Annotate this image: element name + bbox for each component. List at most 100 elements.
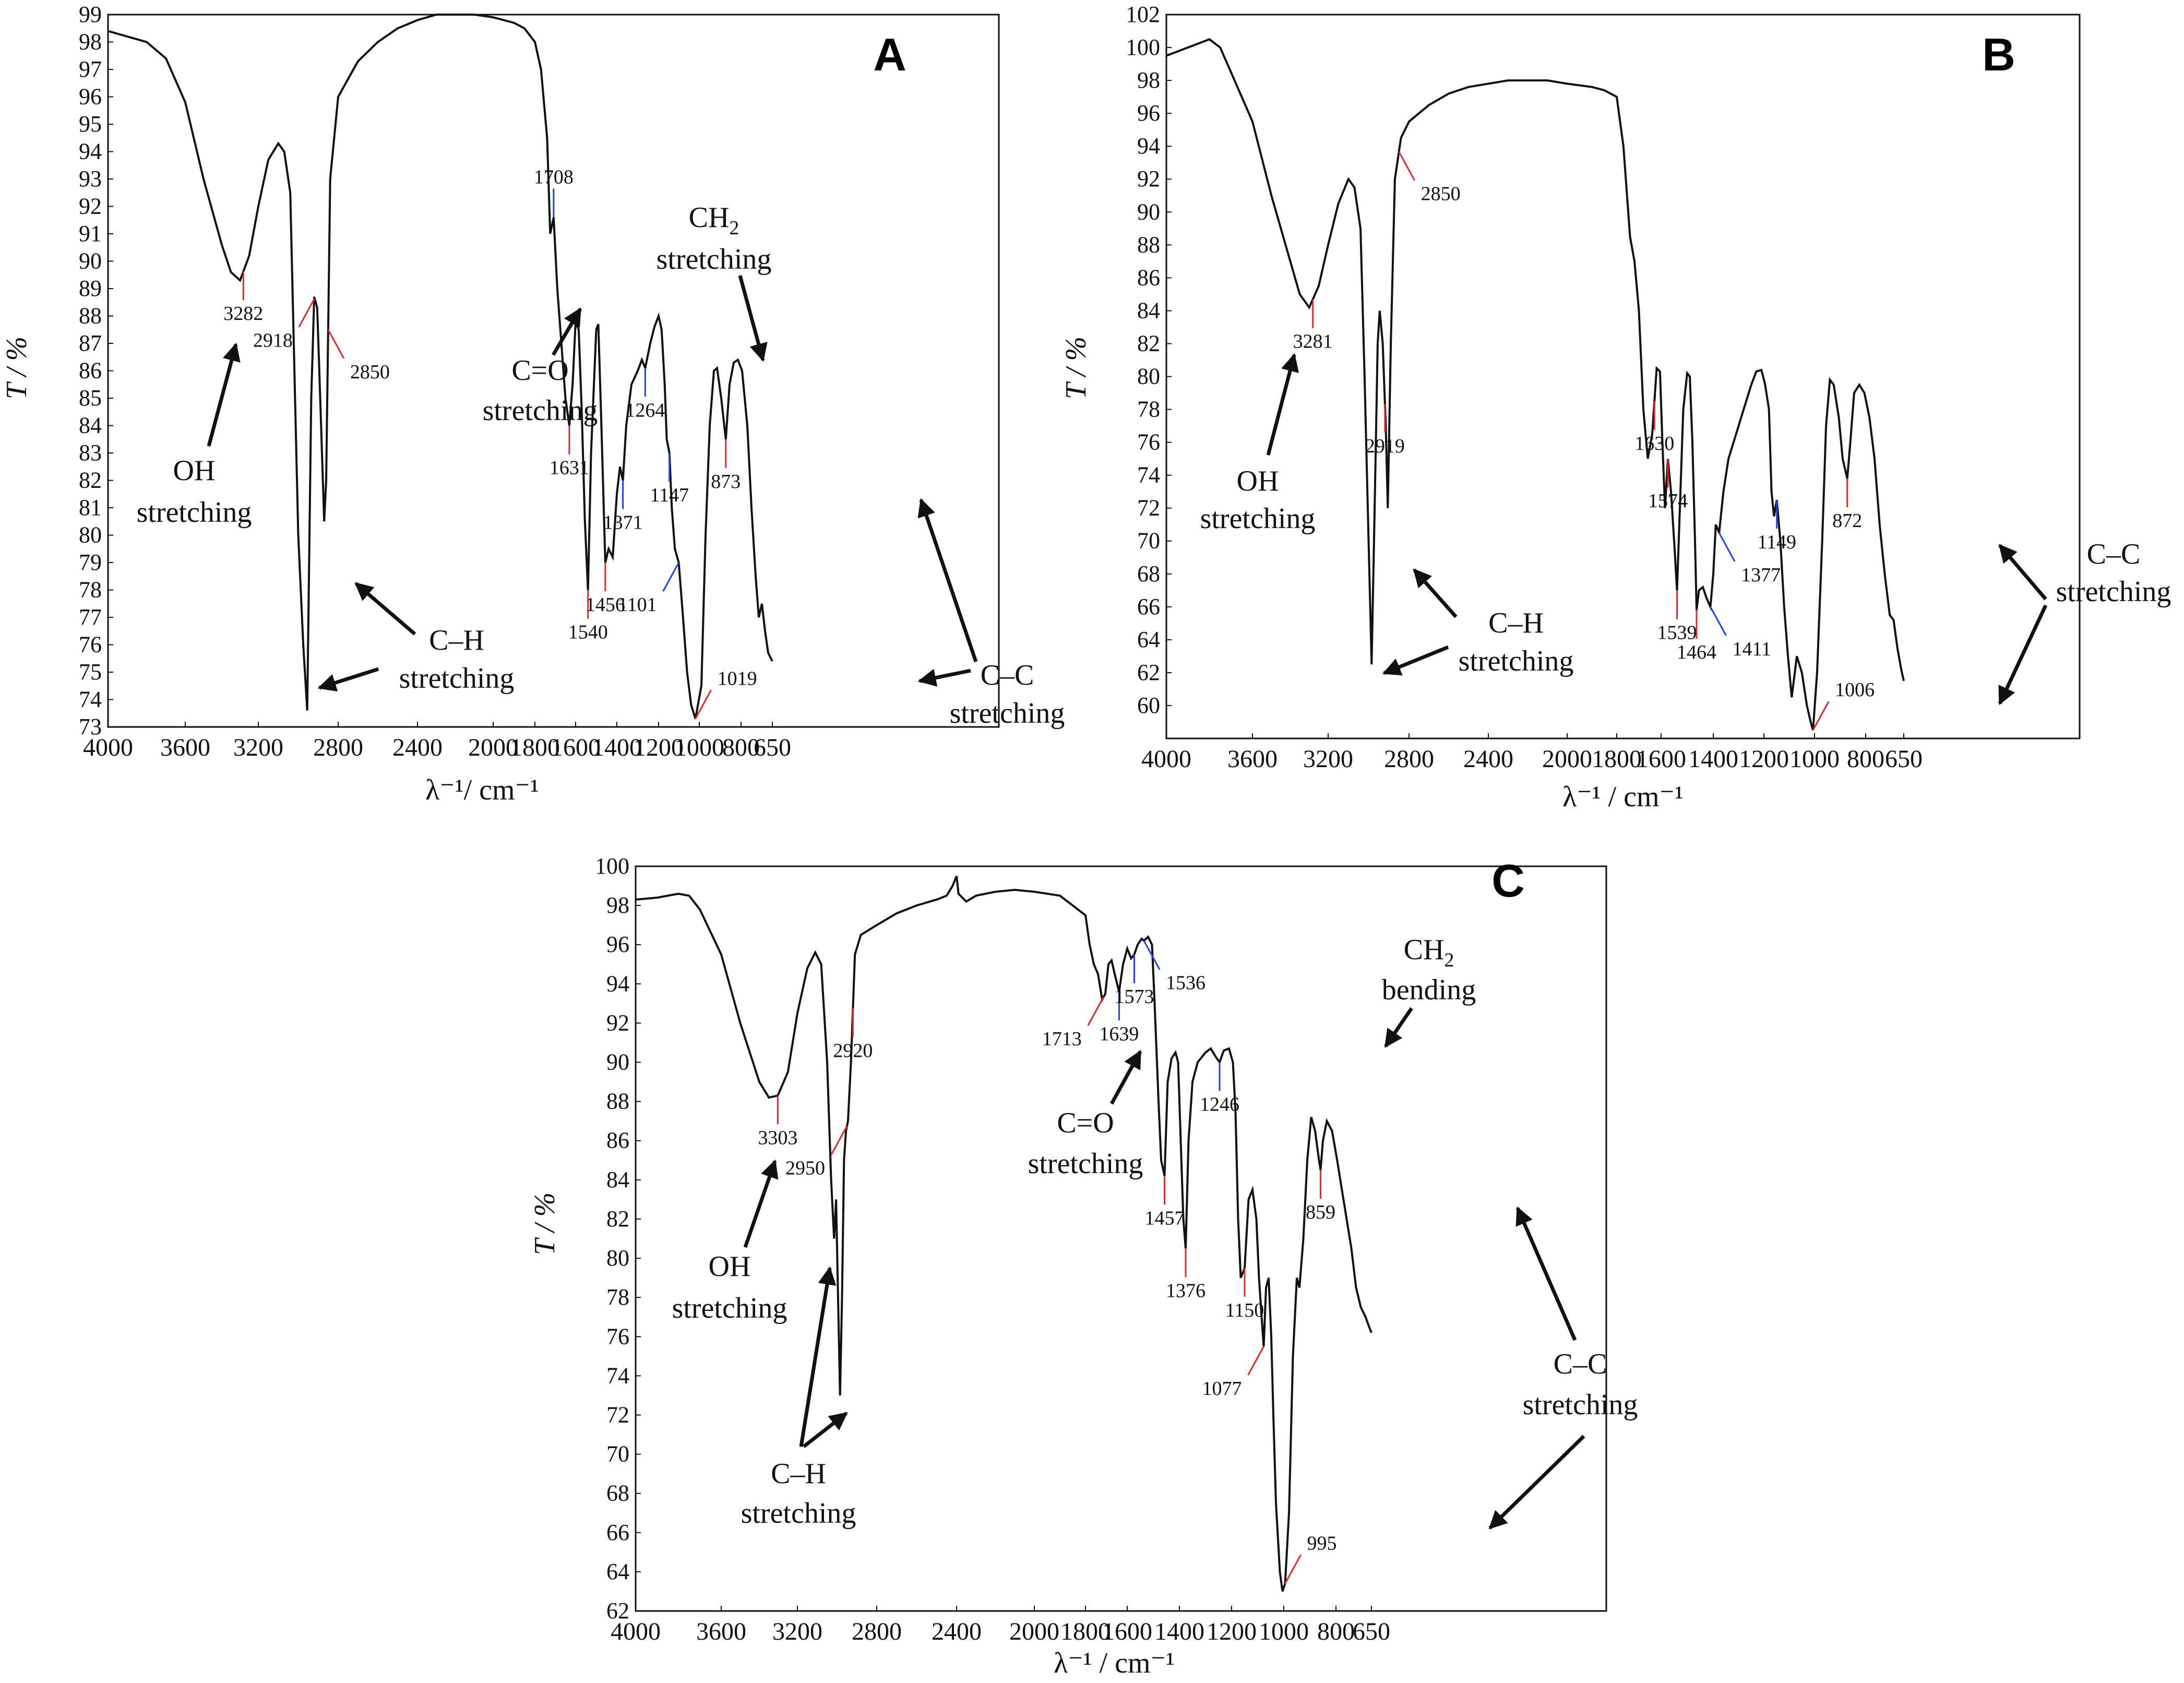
svg-text:stretching: stretching [483, 395, 598, 427]
y-tick-label: 82 [606, 1206, 629, 1232]
y-tick-label: 66 [606, 1520, 629, 1545]
svg-text:stretching: stretching [137, 496, 252, 529]
peak-label: 2919 [1365, 435, 1405, 457]
spectrum-C-line [635, 876, 1373, 1592]
y-tick-label: 76 [606, 1323, 629, 1349]
peak-label: 1631 [550, 457, 589, 479]
x-tick-label: 1200 [634, 734, 684, 761]
x-tick-label: 650 [754, 734, 791, 761]
peak-label: 1101 [618, 594, 657, 616]
y-tick-label: 74 [606, 1363, 629, 1388]
y-tick-label: 73 [79, 714, 102, 739]
svg-text:C=O: C=O [1057, 1107, 1114, 1139]
x-tick-label: 1200 [1207, 1618, 1257, 1645]
y-tick-label: 98 [79, 29, 102, 55]
y-tick-label: 74 [79, 687, 102, 712]
y-tick-label: 86 [1137, 265, 1160, 290]
x-axis-label-B: λ⁻¹ / cm⁻¹ [1562, 781, 1684, 813]
x-tick-label: 2400 [392, 734, 443, 761]
y-tick-label: 74 [1137, 462, 1160, 488]
peak-label: 2850 [1421, 183, 1461, 205]
x-tick-label: 1400 [1688, 745, 1738, 773]
y-tick-label: 94 [79, 139, 102, 164]
annotation-co-C: C=O stretching [1028, 1049, 1143, 1180]
svg-text:stretching: stretching [741, 1497, 856, 1530]
y-tick-label: 80 [1137, 364, 1160, 389]
y-tick-label: 78 [1137, 397, 1160, 422]
svg-text:OH: OH [173, 455, 216, 487]
y-tick-label: 92 [606, 1010, 629, 1035]
peak-label: 2850 [350, 361, 390, 383]
peak-label: 1536 [1166, 972, 1206, 994]
peak-label: 1540 [568, 622, 608, 643]
x-tick-label: 800 [722, 734, 760, 761]
x-tick-label: 1600 [1102, 1618, 1152, 1645]
x-tick-label: 1800 [1592, 745, 1642, 773]
y-tick-label: 76 [1137, 429, 1160, 455]
peak-label: 1019 [718, 667, 757, 689]
svg-text:C–C: C–C [981, 659, 1034, 691]
y-tick-label: 76 [79, 632, 102, 658]
peak-label: 1377 [1741, 564, 1781, 586]
svg-text:C–H: C–H [771, 1458, 826, 1490]
x-axis-label-C: λ⁻¹ / cm⁻¹ [1054, 1647, 1175, 1679]
peak-marker [695, 689, 712, 719]
y-tick-label: 88 [79, 303, 102, 329]
x-tick-label: 2800 [1384, 745, 1434, 773]
peak-label: 1574 [1648, 490, 1688, 512]
x-tick-label: 800 [1317, 1618, 1355, 1645]
y-tick-label: 77 [79, 604, 102, 630]
peak-marker [1398, 151, 1415, 181]
y-tick-label: 62 [1137, 660, 1160, 685]
peak-marker [327, 329, 345, 359]
x-tick-label: 1800 [510, 734, 560, 761]
x-tick-label: 2400 [1463, 745, 1513, 773]
panel-C: C 62 64 66 68 70 72 74 76 78 80 82 84 86 88 90 92 94 96 98… [529, 853, 1638, 1679]
y-tick-label: 100 [595, 853, 629, 879]
spectrum-B-line [1166, 38, 1905, 731]
y-tick-label: 82 [1137, 330, 1160, 356]
x-tick-label: 2000 [1542, 745, 1592, 773]
svg-text:C–C: C–C [2087, 538, 2141, 570]
x-tick-label: 3600 [1227, 745, 1278, 773]
y-tick-label: 82 [79, 468, 102, 493]
x-tick-label: 3200 [772, 1618, 822, 1645]
y-tick-label: 98 [606, 892, 629, 918]
y-tick-label: 68 [606, 1481, 629, 1506]
y-tick-label: 80 [79, 522, 102, 548]
y-tick-label: 83 [79, 440, 102, 465]
y-tick-label: 81 [79, 495, 102, 520]
peak-label: 1639 [1099, 1023, 1139, 1045]
y-axis-label-A: T / % [1, 337, 33, 399]
y-tick-label: 85 [79, 385, 102, 411]
y-tick-label: 60 [1137, 693, 1160, 718]
y-tick-label: 64 [606, 1559, 629, 1584]
x-tick-label: 1800 [1060, 1618, 1111, 1645]
y-tick-label: 92 [79, 194, 102, 219]
peak-marker [1710, 606, 1727, 636]
svg-text:bending: bending [1382, 974, 1476, 1006]
svg-text:C–H: C–H [1488, 607, 1544, 639]
panel-letter-C: C [1491, 855, 1525, 906]
y-tick-label: 72 [1137, 495, 1160, 521]
svg-text:C–C: C–C [1554, 1348, 1607, 1380]
x-tick-label: 4000 [1141, 745, 1191, 773]
x-tick-label: 4000 [83, 734, 133, 761]
y-tick-label: 86 [606, 1128, 629, 1153]
y-tick-label: 80 [606, 1245, 629, 1271]
svg-text:OH: OH [709, 1250, 751, 1283]
x-tick-label: 650 [1885, 745, 1923, 773]
svg-text:CH2: CH2 [1404, 934, 1454, 971]
peak-label: 1149 [1757, 531, 1796, 553]
y-tick-label: 90 [79, 248, 102, 274]
peak-label: 3282 [223, 303, 263, 325]
peak-label: 1464 [1677, 641, 1716, 663]
peak-label: 1539 [1657, 622, 1697, 643]
y-tick-label: 93 [79, 166, 102, 192]
y-tick-label: 91 [79, 221, 102, 246]
peak-marker [1143, 940, 1161, 970]
annotation-cc-A: C–C stretching [917, 498, 1065, 730]
y-tick-label: 99 [79, 2, 102, 27]
svg-text:stretching: stretching [1028, 1148, 1143, 1180]
